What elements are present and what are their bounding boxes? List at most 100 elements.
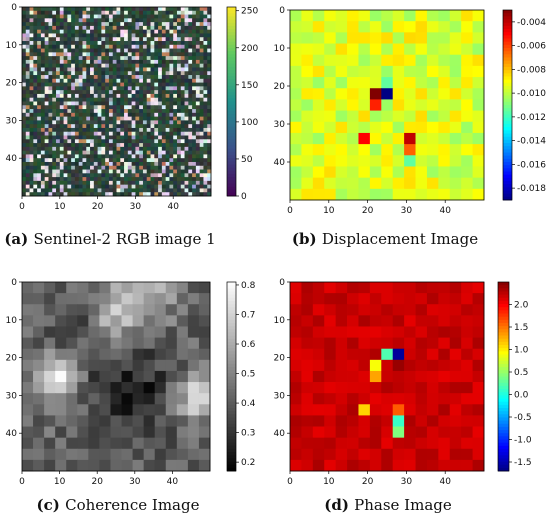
heatmap-cell: [93, 124, 98, 129]
heatmap-cell: [139, 90, 144, 95]
heatmap-cell: [40, 18, 46, 23]
heatmap-cell: [127, 44, 133, 49]
heatmap-cell: [195, 67, 201, 72]
heatmap-cell: [158, 184, 163, 189]
heatmap-cell: [146, 124, 151, 129]
heatmap-cell: [59, 71, 64, 76]
heatmap-cell: [426, 415, 439, 427]
colorbar-segment: [498, 332, 509, 336]
heatmap-cell: [203, 10, 208, 15]
heatmap-cell: [101, 48, 106, 53]
heatmap-cell: [176, 415, 189, 427]
heatmap-cell: [132, 293, 145, 305]
heatmap-cell: [142, 33, 148, 38]
heatmap-cell: [426, 65, 439, 78]
heatmap-cell: [101, 22, 106, 27]
colorbar-segment: [227, 29, 236, 33]
heatmap-cell: [67, 120, 72, 125]
heatmap-cell: [207, 177, 212, 182]
heatmap-cell: [404, 459, 416, 472]
heatmap-cell: [67, 109, 72, 114]
heatmap-cell: [187, 337, 200, 350]
heatmap-cell: [101, 86, 106, 91]
heatmap-cell: [188, 78, 193, 83]
heatmap-cell: [184, 180, 189, 186]
heatmap-cell: [188, 143, 193, 148]
heatmap-cell: [154, 143, 159, 148]
heatmap-cell: [101, 101, 106, 106]
heatmap-cell: [195, 59, 201, 65]
heatmap-cell: [203, 180, 208, 186]
heatmap-cell: [67, 177, 72, 182]
heatmap-cell: [37, 59, 42, 65]
heatmap-cell: [93, 48, 98, 53]
heatmap-cell: [415, 404, 428, 416]
heatmap-cell: [176, 93, 182, 99]
heatmap-cell: [132, 404, 145, 416]
heatmap-cell: [48, 33, 53, 38]
heatmap-cell: [154, 7, 159, 12]
heatmap-cell: [112, 173, 117, 178]
heatmap-cell: [44, 10, 49, 15]
heatmap-cell: [59, 135, 64, 140]
heatmap-cell: [461, 155, 473, 167]
heatmap-cell: [40, 154, 46, 159]
heatmap-cell: [176, 44, 182, 49]
heatmap-cell: [358, 43, 371, 56]
heatmap-cell: [78, 18, 83, 23]
heatmap-cell: [150, 59, 155, 65]
heatmap-cell: [90, 75, 95, 80]
heatmap-cell: [108, 184, 114, 189]
heatmap-cell: [158, 10, 163, 15]
heatmap-cell: [195, 97, 201, 102]
heatmap-cell: [135, 44, 140, 49]
heatmap-cell: [143, 415, 156, 427]
heatmap-cell: [192, 188, 197, 193]
heatmap-cell: [169, 165, 174, 170]
colorbar-segment: [503, 16, 512, 20]
heatmap-cell: [203, 7, 208, 12]
colorbar-segment: [498, 300, 509, 305]
heatmap-cell: [127, 165, 133, 170]
heatmap-cell: [187, 304, 200, 316]
heatmap-cell: [180, 59, 185, 65]
heatmap-cell: [188, 93, 193, 99]
heatmap-cell: [142, 14, 148, 19]
heatmap-cell: [449, 77, 462, 89]
heatmap-cell: [135, 7, 140, 12]
heatmap-cell: [40, 177, 46, 182]
heatmap-cell: [48, 90, 53, 95]
heatmap-cell: [472, 166, 485, 179]
heatmap-cell: [127, 105, 133, 110]
heatmap-cell: [173, 97, 178, 102]
heatmap-cell: [161, 154, 167, 159]
heatmap-cell: [203, 86, 208, 91]
heatmap-cell: [169, 14, 174, 19]
heatmap-cell: [25, 67, 30, 72]
heatmap-cell: [40, 188, 46, 193]
heatmap-cell: [142, 18, 148, 23]
heatmap-cell: [381, 99, 394, 111]
heatmap-cell: [184, 56, 189, 61]
heatmap-cell: [198, 293, 211, 305]
heatmap-cell: [161, 33, 167, 38]
heatmap-cell: [52, 131, 57, 136]
heatmap-cell: [82, 177, 87, 182]
heatmap-cell: [52, 10, 57, 15]
heatmap-cell: [74, 177, 80, 182]
heatmap-cell: [78, 188, 83, 193]
heatmap-cell: [105, 180, 110, 186]
heatmap-cell: [169, 146, 174, 152]
heatmap-cell: [131, 71, 136, 76]
heatmap-cell: [22, 124, 27, 129]
heatmap-cell: [415, 177, 428, 190]
heatmap-cell: [97, 135, 102, 140]
heatmap-cell: [116, 165, 121, 170]
heatmap-cell: [67, 184, 72, 189]
heatmap-cell: [195, 44, 201, 49]
heatmap-cell: [461, 10, 473, 22]
heatmap-cell: [44, 426, 56, 439]
heatmap-cell: [347, 121, 359, 134]
heatmap-cell: [146, 146, 151, 152]
heatmap-cell: [22, 188, 27, 193]
